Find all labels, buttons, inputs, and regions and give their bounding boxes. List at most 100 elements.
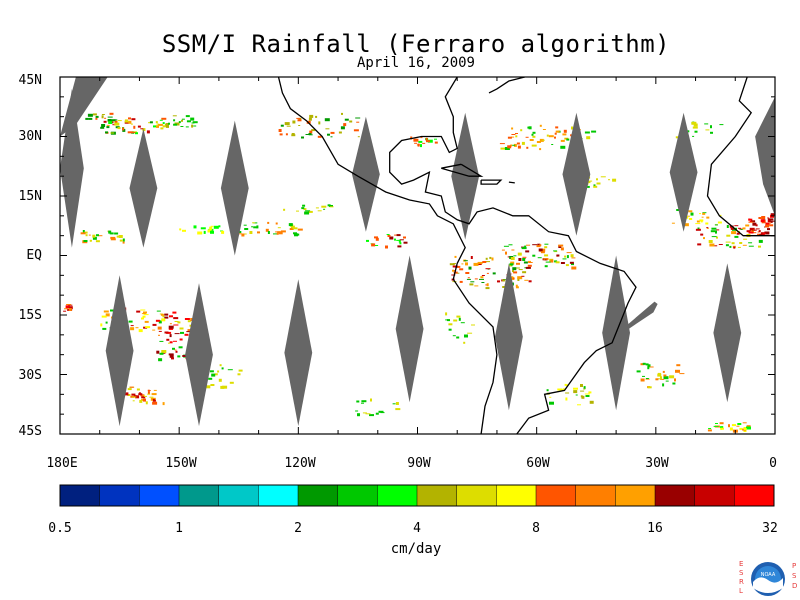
rain-pixel bbox=[743, 428, 747, 430]
rain-pixel bbox=[448, 323, 453, 326]
map-plot-area bbox=[59, 76, 776, 435]
colorbar-units-label: cm/day bbox=[390, 541, 442, 557]
rain-pixel bbox=[361, 402, 364, 404]
rain-pixel bbox=[468, 266, 472, 270]
rain-pixel bbox=[470, 256, 473, 259]
rain-pixel bbox=[131, 393, 136, 396]
rain-pixel bbox=[108, 230, 112, 234]
rain-pixel bbox=[192, 121, 198, 124]
rain-pixel bbox=[227, 369, 233, 371]
rain-pixel bbox=[523, 261, 528, 264]
no-data-swath-gap bbox=[284, 279, 313, 427]
rain-pixel bbox=[166, 124, 169, 128]
rain-pixel bbox=[532, 244, 538, 246]
rain-pixel bbox=[279, 133, 283, 136]
rain-pixel bbox=[341, 112, 343, 115]
rain-pixel bbox=[290, 225, 295, 229]
rain-pixel bbox=[758, 245, 761, 248]
rain-pixel bbox=[770, 220, 773, 223]
rain-pixel bbox=[297, 119, 302, 122]
rain-pixel bbox=[356, 400, 360, 403]
rain-pixel bbox=[684, 223, 689, 227]
rain-pixel bbox=[720, 427, 723, 430]
rain-pixel bbox=[146, 130, 150, 134]
rain-pixel bbox=[566, 255, 569, 259]
rain-pixel bbox=[760, 232, 765, 236]
coastline bbox=[508, 181, 515, 184]
rain-pixel bbox=[692, 135, 695, 137]
rain-pixel bbox=[524, 245, 527, 248]
rain-pixel bbox=[565, 392, 570, 394]
rain-pixel bbox=[525, 250, 530, 253]
rain-pixel bbox=[89, 239, 92, 242]
rain-pixel bbox=[63, 310, 67, 312]
rain-pixel bbox=[173, 324, 179, 326]
rain-pixel bbox=[734, 225, 739, 227]
rain-pixel bbox=[203, 230, 206, 234]
rain-pixel bbox=[714, 245, 718, 247]
rain-pixel bbox=[767, 219, 771, 223]
rain-pixel bbox=[645, 378, 650, 380]
rain-pixel bbox=[711, 227, 717, 230]
rain-pixel bbox=[181, 119, 183, 122]
rain-pixel bbox=[395, 402, 399, 405]
rain-pixel bbox=[165, 123, 169, 126]
rain-pixel bbox=[285, 133, 288, 136]
rain-pixel bbox=[688, 210, 693, 213]
rain-pixel bbox=[200, 227, 206, 230]
rain-pixel bbox=[514, 267, 520, 269]
rain-pixel bbox=[143, 314, 149, 316]
rain-pixel bbox=[293, 232, 297, 235]
rain-pixel bbox=[101, 124, 106, 127]
rain-pixel bbox=[716, 236, 718, 239]
rain-pixel bbox=[172, 347, 175, 350]
rain-pixel bbox=[715, 230, 717, 234]
rain-pixel bbox=[219, 364, 222, 367]
rain-pixel bbox=[206, 385, 211, 389]
rain-pixel bbox=[512, 267, 517, 271]
rain-pixel bbox=[467, 332, 473, 334]
rain-pixel bbox=[107, 119, 112, 121]
rain-pixel bbox=[156, 123, 159, 125]
rain-pixel bbox=[690, 212, 694, 216]
rain-pixel bbox=[456, 315, 461, 318]
rain-pixel bbox=[705, 222, 709, 225]
rain-pixel bbox=[491, 257, 494, 261]
rain-pixel bbox=[460, 322, 465, 324]
rain-pixel bbox=[85, 234, 88, 237]
rain-pixel bbox=[742, 244, 747, 246]
rain-pixel bbox=[184, 333, 189, 336]
coastline bbox=[441, 163, 484, 177]
rain-pixel bbox=[730, 227, 734, 230]
rain-pixel bbox=[660, 376, 662, 380]
rain-pixel bbox=[148, 122, 150, 124]
rain-pixel bbox=[68, 306, 73, 310]
rain-pixel bbox=[323, 208, 326, 210]
rain-pixel bbox=[731, 424, 736, 426]
rain-pixel bbox=[252, 222, 256, 224]
rain-pixel bbox=[571, 266, 577, 270]
rain-pixel bbox=[480, 276, 484, 279]
rain-pixel bbox=[521, 247, 527, 250]
rain-pixel bbox=[102, 327, 107, 330]
rain-pixel bbox=[117, 120, 122, 122]
rain-pixel bbox=[696, 220, 700, 223]
rain-pixel bbox=[144, 395, 147, 397]
rain-pixel bbox=[539, 148, 542, 151]
rain-pixel bbox=[182, 229, 186, 232]
rain-pixel bbox=[386, 234, 390, 235]
rain-pixel bbox=[466, 278, 471, 280]
rain-pixel bbox=[288, 223, 293, 227]
rain-pixel bbox=[107, 116, 113, 118]
rain-pixel bbox=[159, 340, 164, 342]
rain-pixel bbox=[147, 391, 150, 395]
rain-pixel bbox=[540, 251, 545, 254]
rain-pixel bbox=[702, 212, 707, 214]
rain-pixel bbox=[739, 427, 743, 430]
rain-pixel bbox=[544, 254, 549, 257]
rain-pixel bbox=[84, 231, 88, 234]
rain-pixel bbox=[95, 115, 99, 118]
rain-pixel bbox=[173, 317, 179, 320]
rain-pixel bbox=[92, 113, 97, 116]
rain-pixel bbox=[705, 129, 710, 131]
